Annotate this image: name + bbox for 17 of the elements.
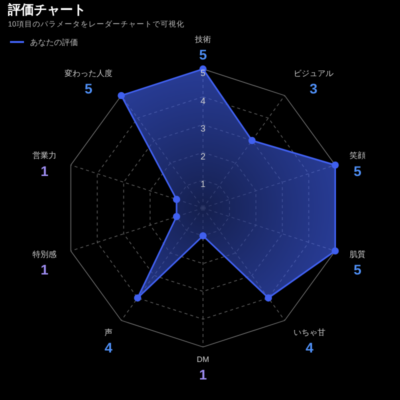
spoke-label: 変わった人度 5 xyxy=(64,68,112,97)
chart-title: 評価チャート xyxy=(7,2,86,17)
y-tick-label: 3 xyxy=(200,124,206,134)
spoke-label: DM 1 xyxy=(196,354,210,382)
spoke-label: 営業力 1 xyxy=(32,151,57,179)
spoke-label: ビジュアル 3 xyxy=(294,68,334,97)
y-tick-label: 4 xyxy=(200,96,206,106)
spoke-label: 声 4 xyxy=(104,328,113,356)
spoke-label: 笑顔 5 xyxy=(349,151,366,179)
y-tick-label: 1 xyxy=(200,179,206,190)
legend-label: あなたの評価 xyxy=(30,38,78,46)
y-tick-label: 2 xyxy=(200,151,206,162)
y-tick-label: 5 xyxy=(200,68,206,78)
spoke-label: 特別感 1 xyxy=(32,250,57,278)
spoke-label: いちゃ甘 4 xyxy=(294,328,326,356)
spoke-label: 技術 5 xyxy=(194,34,211,62)
spoke-label: 肌質 5 xyxy=(349,250,366,278)
